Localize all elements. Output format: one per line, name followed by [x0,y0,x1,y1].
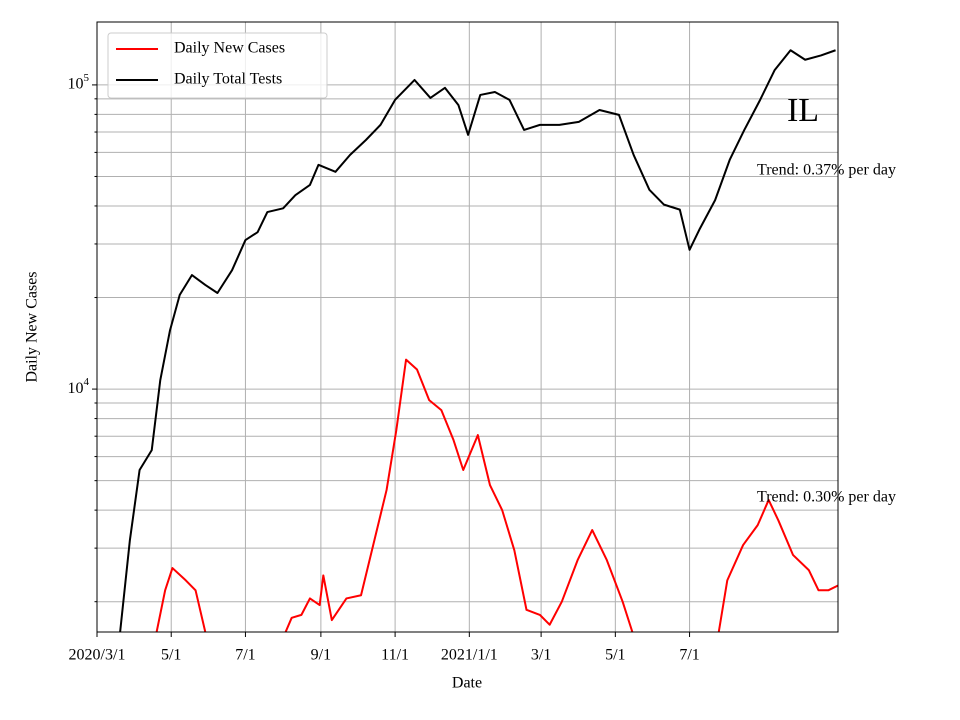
x-tick-label: 9/1 [311,647,331,664]
legend-box [107,32,328,99]
data-line [119,49,836,632]
x-tick-label: 5/1 [161,647,181,664]
plot-frame [96,21,839,633]
x-axis-label: Date [452,675,482,692]
x-tick-label: 7/1 [235,647,255,664]
y-tick-label: 104 [68,376,90,397]
annotation-trend: Trend: 0.30% per day [757,489,896,506]
annotation-state: IL [787,92,819,129]
x-tick-label: 3/1 [531,647,551,664]
annotation-trend: Trend: 0.37% per day [757,162,896,179]
x-tick-label: 5/1 [605,647,625,664]
y-tick-label: 105 [68,71,90,92]
x-tick-label: 2020/3/1 [69,647,126,664]
x-tick-label: 2021/1/1 [441,647,498,664]
x-tick-label: 11/1 [381,647,409,664]
lines [119,49,838,632]
x-tick-label: 7/1 [679,647,699,664]
data-line [155,358,838,632]
grid [96,22,838,632]
legend-label: Daily Total Tests [174,71,282,88]
y-axis-label: Daily New Cases [24,271,41,382]
legend-label: Daily New Cases [174,40,285,57]
